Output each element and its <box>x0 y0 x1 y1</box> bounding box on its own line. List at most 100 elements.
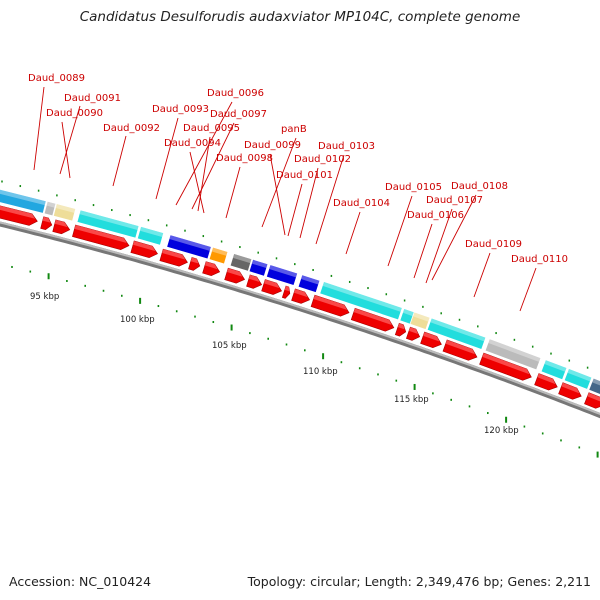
cog-gene-block <box>485 339 541 370</box>
gene-label: Daud_0107 <box>426 195 483 206</box>
cog-gene-block <box>0 189 46 213</box>
label-leader-line <box>59 105 81 175</box>
gene-label: Daud_0102 <box>294 154 351 165</box>
genome-stats-text: Topology: circular; Length: 2,349,476 bp… <box>247 574 591 589</box>
cds-arrow <box>310 294 350 317</box>
gene-label: Daud_0098 <box>216 153 273 164</box>
accession-text: Accession: NC_010424 <box>9 574 152 589</box>
label-leader-line <box>197 136 211 212</box>
cog-gene-block <box>320 282 402 320</box>
gene-label: Daud_0091 <box>64 93 121 104</box>
cds-arrow <box>159 248 188 267</box>
label-leader-line <box>189 151 205 214</box>
label-leader-line <box>425 208 453 284</box>
label-leader-line <box>175 101 233 206</box>
cds-arrow <box>479 352 532 381</box>
cds-arrow <box>72 224 130 250</box>
gene-label: Daud_0094 <box>164 138 221 149</box>
cds-arrow <box>188 257 201 271</box>
gene-label: Daud_0108 <box>451 181 508 192</box>
cds-track <box>0 204 600 409</box>
label-leader-line <box>33 86 45 171</box>
label-leader-line <box>473 252 491 298</box>
kbp-label: 105 kbp <box>212 341 247 351</box>
cog-gene-block <box>249 259 268 276</box>
cds-arrow <box>40 216 53 230</box>
kbp-label: 120 kbp <box>484 426 519 436</box>
cds-arrow <box>224 267 246 284</box>
kbp-labels: 95 kbp 100 kbp 105 kbp 110 kbp 115 kbp 120 kb… <box>30 292 519 436</box>
label-leader-line <box>225 166 241 219</box>
kbp-label: 115 kbp <box>394 395 429 405</box>
gene-label: Daud_0099 <box>244 140 301 151</box>
kbp-ticks <box>1 180 599 458</box>
cog-gene-block <box>209 247 228 264</box>
gene-label: panB <box>281 124 307 135</box>
label-leader-line <box>112 135 127 187</box>
cog-gene-block <box>137 226 164 245</box>
cds-arrow <box>394 322 407 337</box>
cog-gene-block <box>230 254 252 271</box>
gene-label: Daud_0097 <box>210 109 267 120</box>
label-leader-line <box>345 211 361 255</box>
label-leader-line <box>61 121 71 179</box>
cds-arrow <box>558 382 582 400</box>
cog-gene-block <box>77 210 139 238</box>
cog-gene-block <box>541 360 567 380</box>
genome-title: Candidatus Desulforudis audaxviator MP10… <box>79 9 521 25</box>
gene-label: Daud_0109 <box>465 239 522 250</box>
cds-arrow <box>0 204 38 226</box>
label-leader-line <box>413 223 433 279</box>
cog-gene-block <box>564 369 592 389</box>
label-leaders <box>33 86 537 312</box>
gene-label: Daud_0090 <box>46 108 103 119</box>
cog-gene-block <box>400 309 414 324</box>
cog-gene-block <box>53 204 76 221</box>
gene-label: Daud_0092 <box>103 123 160 134</box>
gene-label: Daud_0093 <box>152 104 209 115</box>
cds-arrow <box>420 331 442 349</box>
cds-arrow <box>350 307 395 332</box>
cds-arrow <box>534 373 558 391</box>
cog-gene-block <box>298 275 320 293</box>
cds-arrow <box>291 288 311 304</box>
cog-gene-block <box>427 318 486 349</box>
cog-gene-block <box>266 265 298 286</box>
cds-arrow <box>52 219 71 235</box>
label-leader-line <box>387 195 413 267</box>
label-leader-line <box>155 117 179 200</box>
label-leader-line <box>315 154 345 245</box>
label-leader-line <box>261 137 297 228</box>
gene-label: Daud_0101 <box>276 170 333 181</box>
gene-label: Daud_0095 <box>183 123 240 134</box>
cds-arrow <box>405 326 421 341</box>
cds-arrow <box>442 339 478 361</box>
cog-gene-block <box>410 312 430 330</box>
gene-label: Daud_0096 <box>207 88 264 99</box>
label-leader-line <box>287 183 303 237</box>
gene-label: Daud_0105 <box>385 182 442 193</box>
gene-label: Daud_0104 <box>333 198 390 209</box>
label-leader-line <box>299 167 319 239</box>
label-leader-line <box>191 122 235 210</box>
cds-arrow <box>202 261 221 276</box>
label-leader-line <box>519 267 537 312</box>
gene-label: Daud_0089 <box>28 73 85 84</box>
gene-label: Daud_0103 <box>318 141 375 152</box>
kbp-label: 100 kbp <box>120 315 155 325</box>
label-leader-line <box>269 153 286 236</box>
cog-gene-block <box>589 378 600 395</box>
cds-arrow <box>130 240 158 258</box>
cds-arrow <box>584 392 600 409</box>
kbp-label: 110 kbp <box>303 367 338 377</box>
genome-backbone <box>0 221 600 419</box>
cog-gene-block <box>44 201 56 216</box>
cds-arrow <box>246 274 263 289</box>
cog-track <box>0 189 600 395</box>
gene-label: Daud_0110 <box>511 254 568 265</box>
cds-arrow <box>281 285 291 299</box>
kbp-label: 95 kbp <box>30 292 59 302</box>
label-leader-line <box>431 194 477 281</box>
